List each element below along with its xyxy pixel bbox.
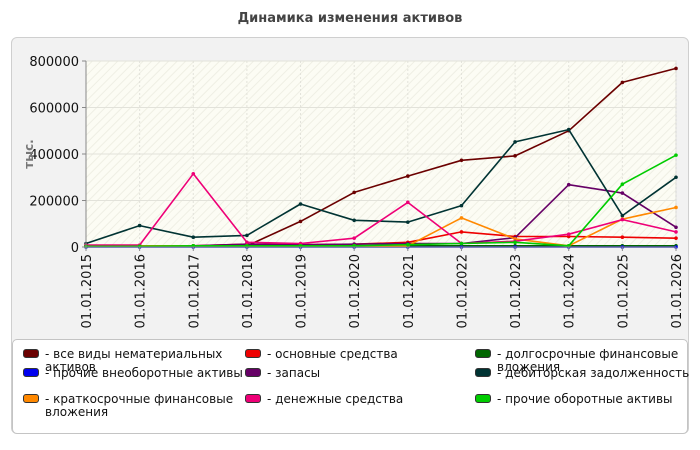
y-tick-label-4: 800000 <box>29 55 79 70</box>
data-point-6-11 <box>674 205 678 210</box>
legend-swatch-2 <box>475 349 491 358</box>
data-point-0-8 <box>513 154 517 158</box>
legend-label-1: - основные средства <box>267 347 398 361</box>
data-point-7-5 <box>352 236 356 240</box>
data-point-7-6 <box>406 200 410 205</box>
legend-label-4: - запасы <box>267 366 321 380</box>
x-tick-label-9: 01.01.2024 <box>563 254 578 328</box>
data-point-5-4 <box>298 202 303 206</box>
legend-swatch-1 <box>245 349 261 358</box>
data-point-8-6 <box>406 242 410 247</box>
axes <box>82 60 677 251</box>
data-point-7-11 <box>674 230 678 234</box>
legend: - все виды нематериальных активов - прочи… <box>12 339 690 434</box>
x-tick-label-2: 01.01.2017 <box>187 254 202 328</box>
data-point-5-2 <box>191 235 196 240</box>
x-tick-label-6: 01.01.2021 <box>402 254 417 328</box>
legend-swatch-3 <box>23 368 39 377</box>
legend-swatch-6 <box>23 394 39 403</box>
data-point-8-10 <box>620 182 625 187</box>
data-point-7-10 <box>620 217 625 222</box>
y-tick-labels: 0 200000 400000 600000 800000 <box>29 55 79 256</box>
x-tick-label-4: 01.01.2019 <box>295 254 310 328</box>
data-point-4-9 <box>566 182 571 187</box>
series-line-8 <box>86 154 677 248</box>
data-point-5-10 <box>620 213 625 218</box>
data-point-5-6 <box>406 220 410 224</box>
series-line-7 <box>86 173 677 246</box>
data-point-5-9 <box>566 127 571 132</box>
data-point-0-4 <box>298 219 303 224</box>
x-tick-label-7: 01.01.2022 <box>455 254 470 328</box>
x-tick-label-0: 01.01.2015 <box>80 254 95 328</box>
x-tick-label-3: 01.01.2018 <box>241 254 256 328</box>
data-point-5-3 <box>245 233 249 238</box>
x-tick-label-8: 01.01.2023 <box>509 254 524 328</box>
legend-label-8: - прочие оборотные активы <box>497 392 673 406</box>
legend-swatch-4 <box>245 368 261 377</box>
data-point-8-11 <box>674 153 678 157</box>
data-point-5-11 <box>674 175 678 180</box>
data-point-0-11 <box>674 66 678 71</box>
legend-swatch-0 <box>23 349 39 358</box>
legend-label-3: - прочие внеоборотные активы <box>45 366 243 380</box>
legend-swatch-5 <box>475 368 491 377</box>
x-tick-label-10: 01.01.2025 <box>616 254 631 328</box>
data-point-8-8 <box>513 240 517 245</box>
x-tick-label-11: 01.01.2026 <box>670 254 685 328</box>
data-point-1-10 <box>620 235 625 240</box>
data-point-7-9 <box>566 232 571 237</box>
data-point-5-8 <box>513 140 517 144</box>
x-tick-label-1: 01.01.2016 <box>134 254 149 328</box>
y-axis-label: тыс. <box>22 139 36 168</box>
y-tick-label-1: 200000 <box>29 195 79 210</box>
series-lines <box>84 66 678 249</box>
legend-swatch-8 <box>475 394 491 403</box>
legend-label-5: - дебиторская задолженность <box>497 366 690 380</box>
legend-label-6: - краткосрочные финансовые вложения <box>45 392 234 419</box>
data-point-7-2 <box>191 171 196 176</box>
y-tick-label-3: 600000 <box>29 102 79 117</box>
legend-swatch-7 <box>245 394 261 403</box>
data-point-4-11 <box>674 225 678 230</box>
data-point-0-10 <box>620 80 625 85</box>
data-point-5-7 <box>459 203 464 208</box>
data-point-0-6 <box>406 174 410 178</box>
data-point-6-7 <box>459 216 464 220</box>
legend-label-2: - долгосрочные финансовые вложения <box>497 347 679 374</box>
x-tick-label-5: 01.01.2020 <box>348 254 363 328</box>
data-point-4-10 <box>620 191 625 195</box>
data-point-0-5 <box>352 190 356 195</box>
data-point-1-11 <box>674 236 678 240</box>
data-point-0-7 <box>459 158 464 163</box>
data-point-5-5 <box>352 218 356 223</box>
y-tick-label-2: 400000 <box>29 148 79 163</box>
chart-title: Динамика изменения активов <box>237 11 463 26</box>
legend-label-7: - денежные средства <box>267 392 404 406</box>
data-point-1-7 <box>459 230 464 234</box>
x-tick-labels: 01.01.2015 01.01.2016 01.01.2017 01.01.2018… <box>80 254 685 328</box>
y-tick-label-0: 0 <box>71 241 79 256</box>
data-point-7-3 <box>245 240 249 245</box>
legend-label-0: - все виды нематериальных активов <box>45 347 223 374</box>
data-point-5-1 <box>137 223 142 228</box>
data-point-8-7 <box>459 241 464 246</box>
